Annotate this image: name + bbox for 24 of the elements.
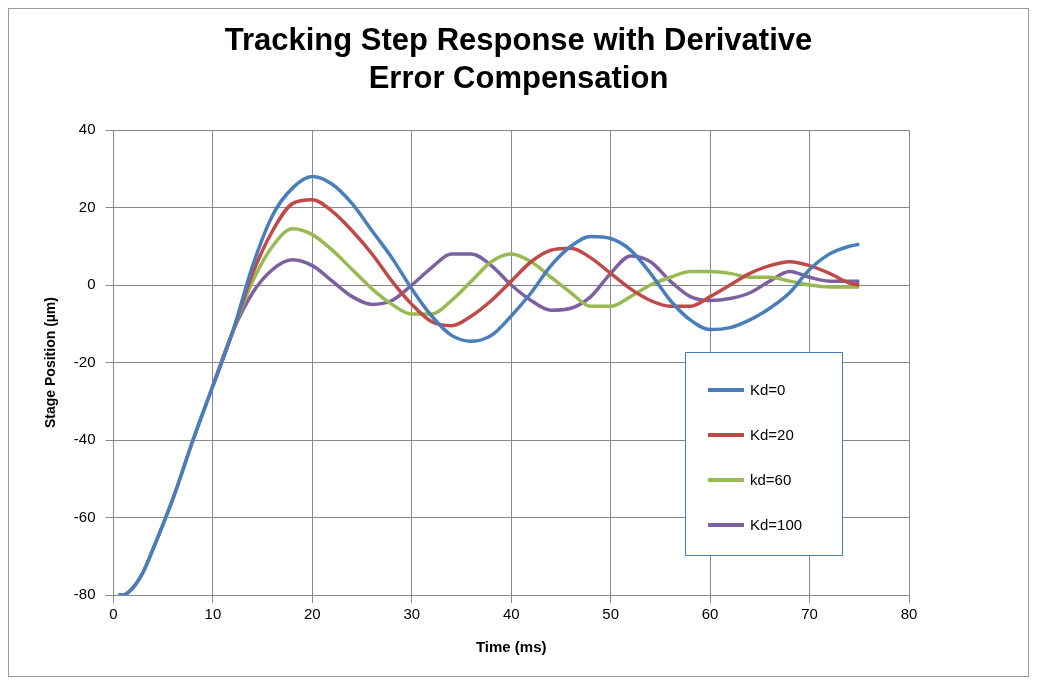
line-series [116,174,862,595]
y-axis-title: Stage Position (µm) [42,297,59,428]
legend-label: kd=60 [750,471,792,488]
x-tick-label: 30 [403,605,421,623]
x-tick-label: 10 [204,605,222,623]
legend-label: Kd=100 [750,516,803,533]
x-tick-label: 0 [109,605,118,623]
y-tick-label: -80 [73,585,96,603]
x-tick-label: 60 [701,605,719,623]
legend-label: Kd=20 [750,426,794,443]
y-tick-label: 40 [78,120,96,138]
x-tick-label: 50 [602,605,620,623]
chart-title: Tracking Step Response with Derivative Error Compensation [223,21,814,97]
y-tick-label: -40 [73,430,96,448]
y-tick-label: -60 [73,507,96,525]
x-tick-label: 80 [900,605,918,623]
x-axis-title: Time (ms) [475,638,547,656]
y-tick-label: -20 [73,352,96,370]
x-tick-label: 20 [304,605,321,623]
y-tick-label: 20 [78,197,96,215]
legend-label: Kd=0 [750,381,786,398]
y-tick-label: 0 [87,275,96,293]
x-tick-label: 70 [801,605,818,623]
x-tick-label: 40 [502,605,520,623]
